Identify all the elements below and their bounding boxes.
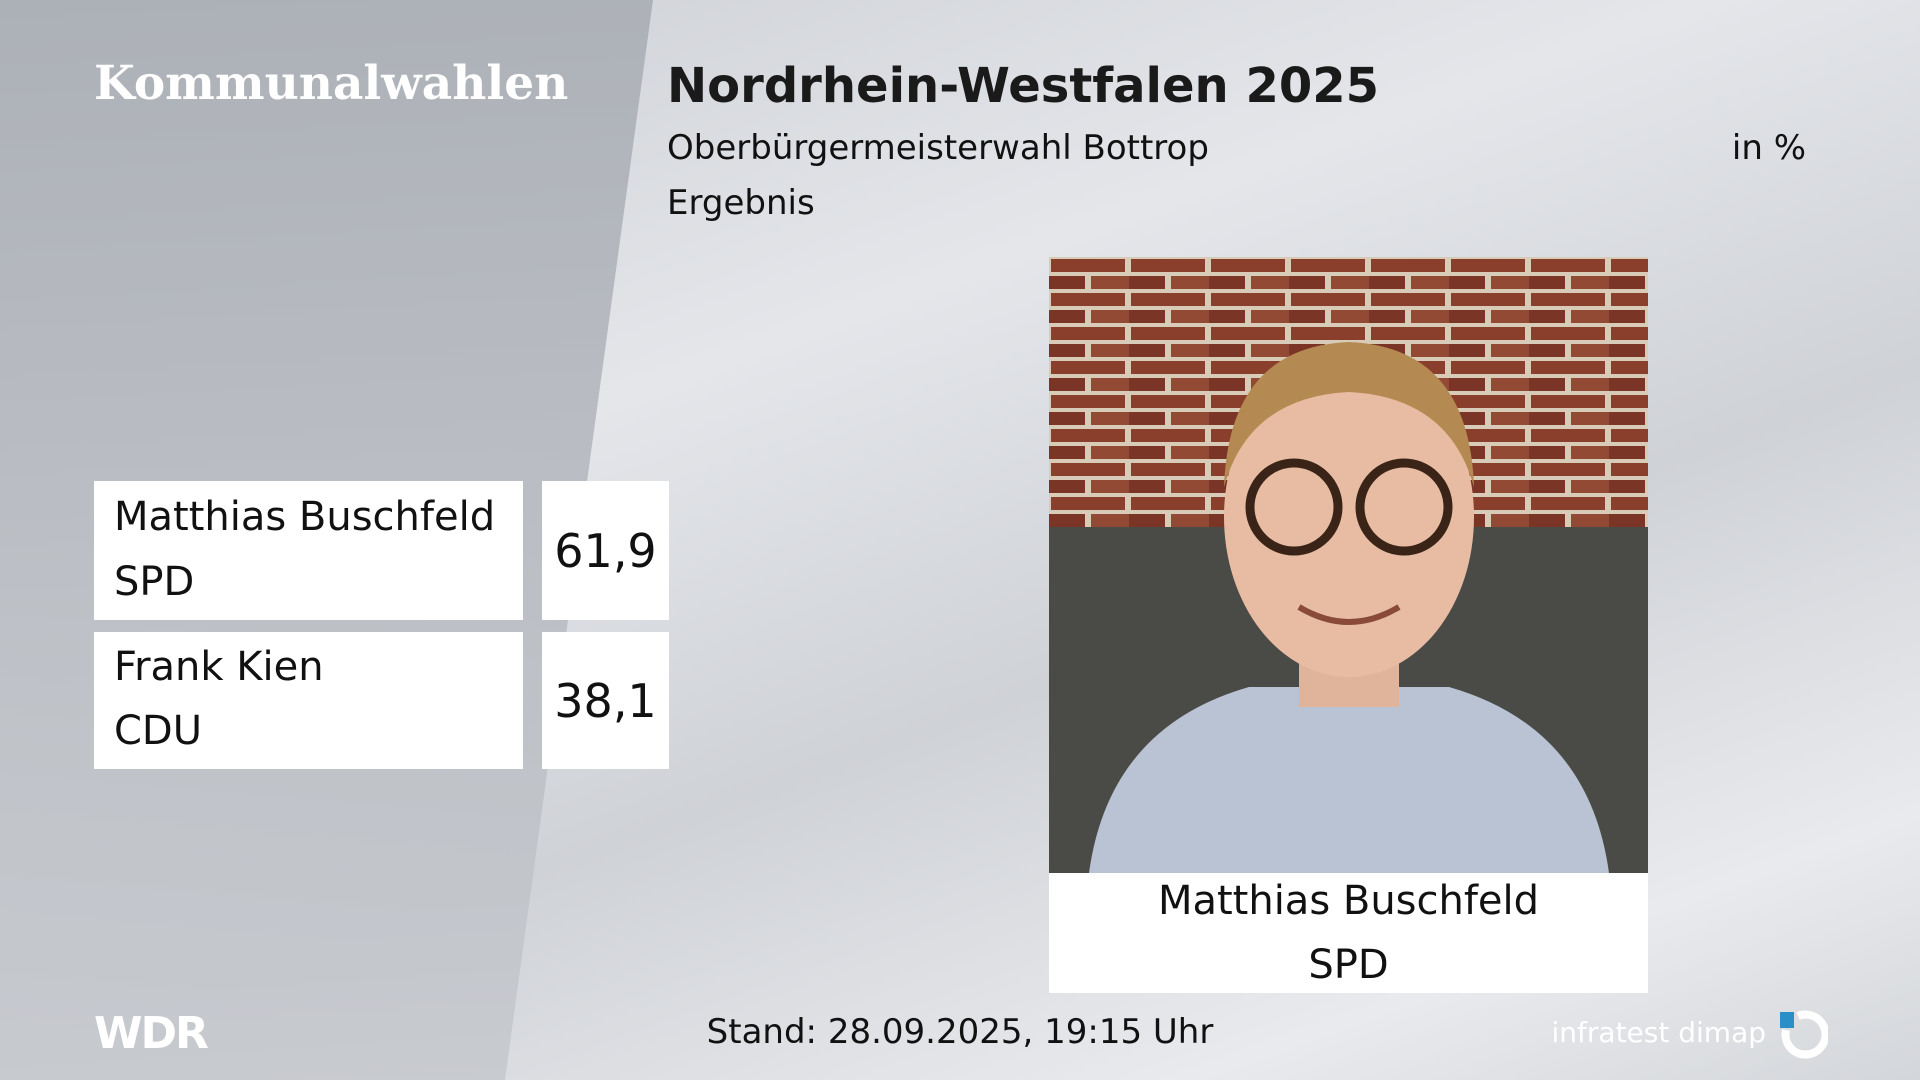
value-box: 61,9 <box>542 481 669 620</box>
candidate-party: CDU <box>114 708 203 754</box>
timestamp: Stand: 28.09.2025, 19:15 Uhr <box>706 1012 1214 1052</box>
candidate-photo <box>1049 257 1648 873</box>
caption-name: Matthias Buschfeld <box>1157 878 1540 924</box>
caption-party: SPD <box>1308 942 1389 988</box>
photo-caption: Matthias Buschfeld SPD <box>1049 873 1648 993</box>
section-title: Kommunalwahlen <box>94 56 569 111</box>
candidate-name: Frank Kien <box>114 644 324 690</box>
candidate-party: SPD <box>114 559 195 605</box>
value: 38,1 <box>554 673 657 728</box>
name-box: Frank Kien CDU <box>94 632 523 769</box>
broadcaster-logo: WDR <box>94 1008 209 1059</box>
source-logo <box>1780 1010 1828 1059</box>
value-box: 38,1 <box>542 632 669 769</box>
value: 61,9 <box>554 523 657 578</box>
unit: in % <box>1731 128 1806 168</box>
subtitle: Oberbürgermeisterwahl Bottrop <box>667 128 1209 168</box>
name-box: Matthias Buschfeld SPD <box>94 481 523 620</box>
source: infratest dimap <box>1551 1016 1766 1049</box>
title: Nordrhein-Westfalen 2025 <box>667 58 1380 114</box>
status: Ergebnis <box>667 183 815 223</box>
candidate-name: Matthias Buschfeld <box>114 494 496 540</box>
